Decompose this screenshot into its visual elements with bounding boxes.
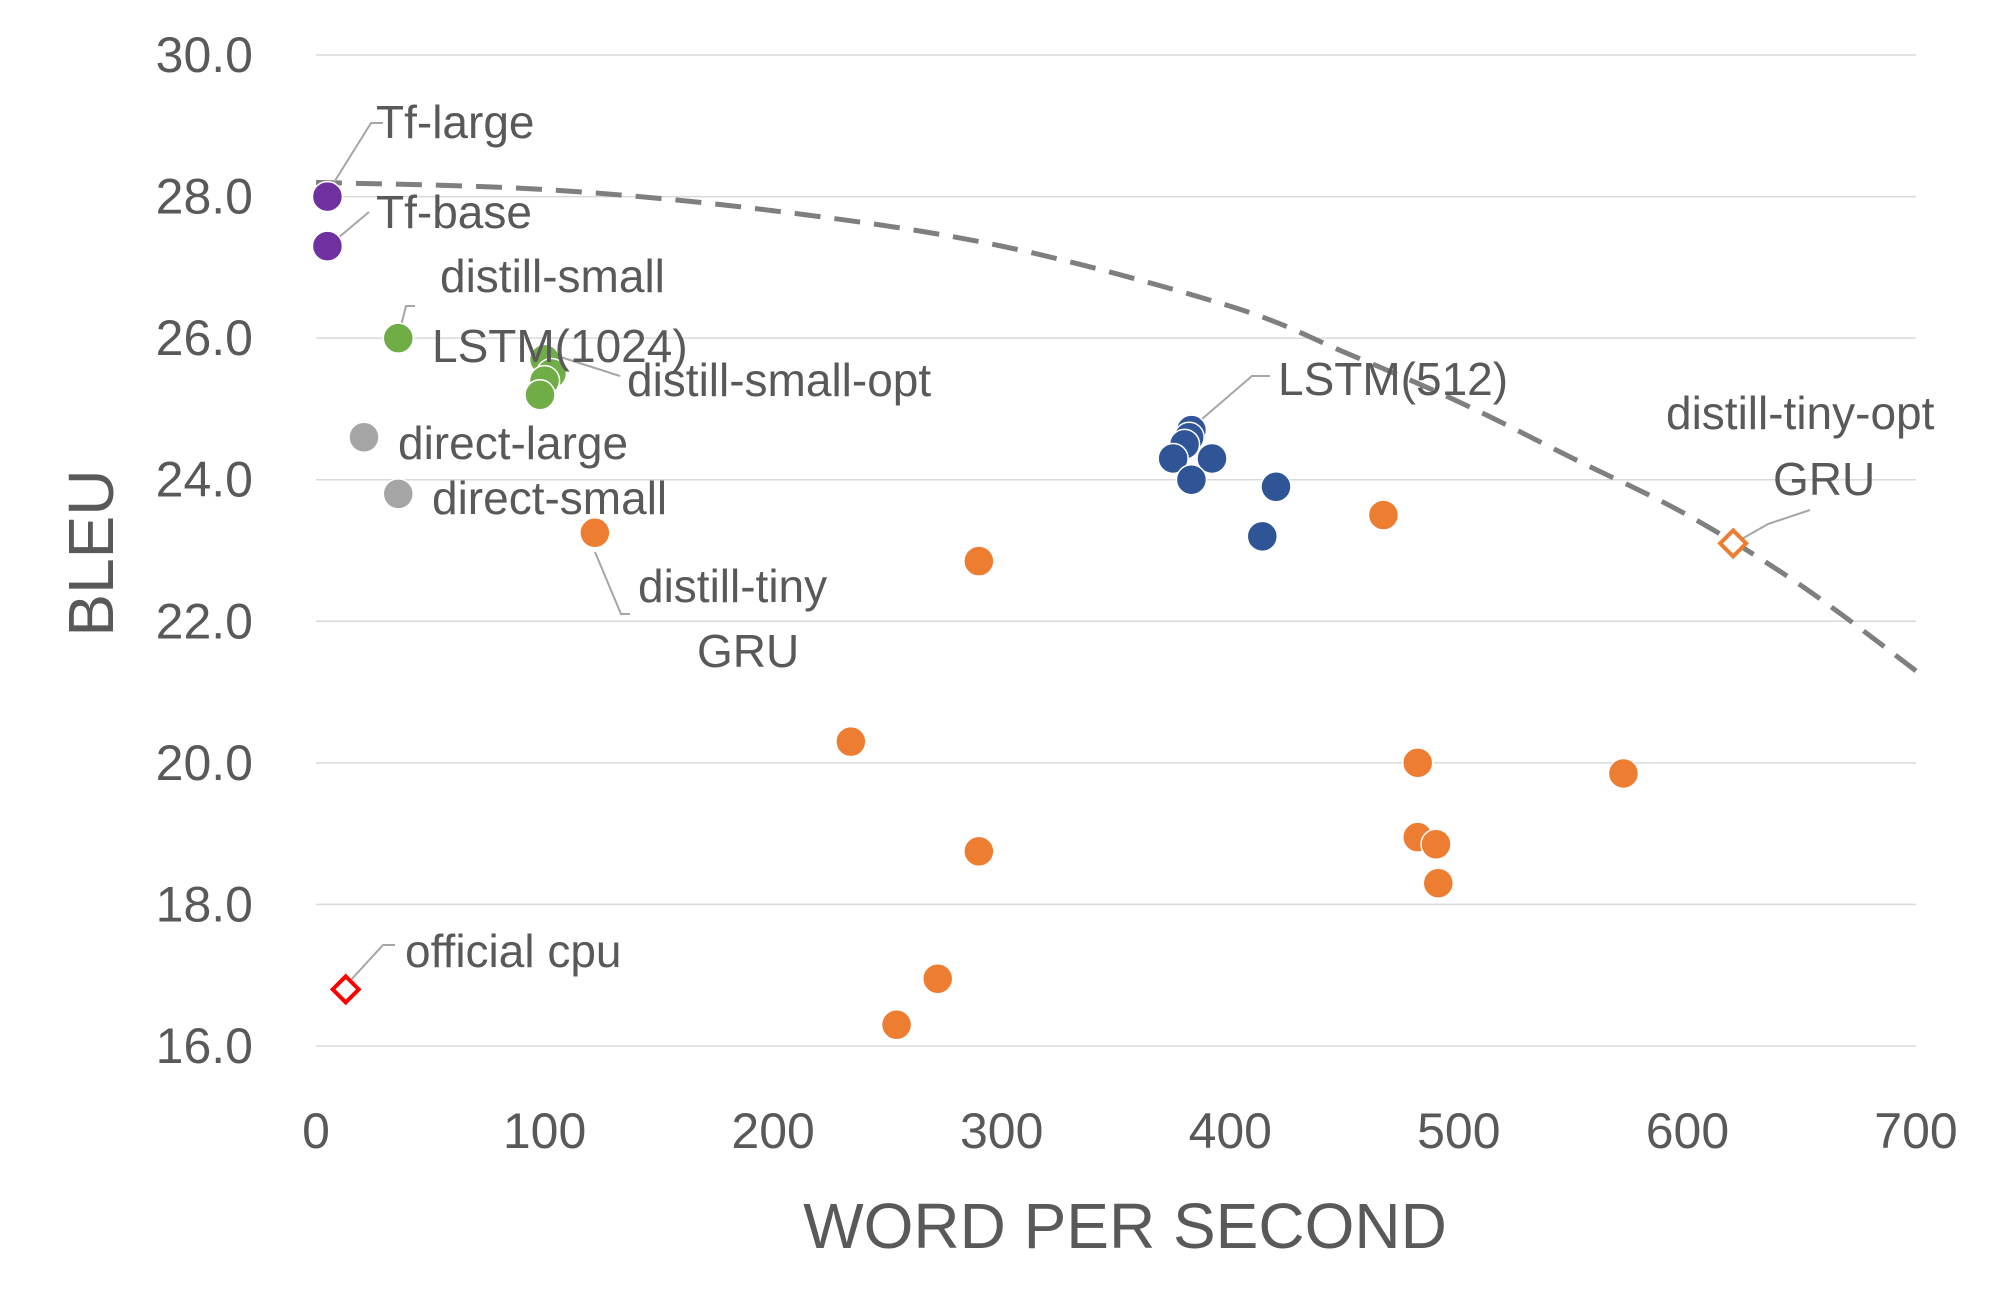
point-official [329, 973, 362, 1006]
leader-gru-opt [1739, 509, 1811, 541]
leader-official-cpu [348, 944, 395, 983]
annotation-gru: GRU [697, 625, 799, 677]
y-tick-label: 20.0 [156, 735, 253, 791]
x-tick-label: 0 [302, 1103, 330, 1159]
leader-lstm-512 [1194, 375, 1270, 426]
y-tick-labels: 16.0 18.0 20.0 22.0 24.0 26.0 28.0 30.0 [156, 27, 253, 1074]
y-axis-title: BLEU [55, 469, 127, 636]
annotation-official-cpu: official cpu [405, 925, 622, 977]
y-tick-label: 16.0 [156, 1018, 253, 1074]
point-transformer [311, 180, 344, 213]
point-gru [835, 725, 867, 758]
point-gru [579, 517, 611, 549]
x-tick-label: 600 [1646, 1103, 1729, 1159]
annotation-distill-tiny-opt: distill-tiny-opt [1666, 387, 1935, 439]
point-gru [1607, 757, 1640, 790]
data-points [311, 180, 1749, 1041]
point-lstm-512 [1260, 471, 1292, 503]
point-direct [382, 478, 415, 510]
frontier-dashed-curve [315, 179, 1918, 673]
leader-tf-base [337, 211, 370, 239]
x-tick-label: 500 [1417, 1103, 1500, 1159]
x-tick-label: 700 [1874, 1103, 1957, 1159]
annotation-labels: Tf-largeTf-basedistill-smallLSTM(1024)di… [376, 96, 1935, 977]
y-tick-label: 28.0 [156, 169, 253, 225]
point-direct [348, 421, 380, 453]
x-tick-label: 100 [503, 1103, 586, 1159]
point-transformer [311, 230, 344, 262]
leader-distill-small [399, 305, 415, 331]
point-gru-opt [1717, 527, 1749, 560]
x-axis-title: WORD PER SECOND [803, 1190, 1447, 1262]
point-lstm-512 [1246, 520, 1279, 553]
point-lstm-512 [1196, 442, 1228, 475]
point-gru [1401, 747, 1434, 779]
leader-tf-large [327, 122, 383, 193]
annotation-tf-large: Tf-large [376, 96, 534, 148]
annotation-lstm-1024: LSTM(1024) [432, 320, 688, 372]
annotation-direct-small: direct-small [432, 472, 667, 524]
point-lstm-1024 [524, 379, 556, 411]
point-gru [1367, 499, 1400, 531]
annotation-lstm-512: LSTM(512) [1278, 353, 1508, 405]
x-tick-label: 200 [731, 1103, 814, 1159]
annotation-distill-tiny: distill-tiny [638, 560, 827, 612]
point-gru [963, 545, 995, 577]
x-tick-label: 400 [1189, 1103, 1272, 1159]
annotation-distill-small: distill-small [440, 250, 665, 302]
annotation-distill-small-opt: distill-small-opt [627, 354, 931, 406]
annotation-tf-base: Tf-base [376, 186, 532, 238]
y-tick-label: 30.0 [156, 27, 253, 83]
point-gru [963, 835, 995, 868]
y-tick-label: 22.0 [156, 593, 253, 649]
point-lstm-512 [1175, 463, 1208, 496]
x-tick-labels: 0 100 200 300 400 500 600 700 [302, 1103, 1958, 1159]
x-tick-label: 300 [960, 1103, 1043, 1159]
point-lstm-1024 [382, 322, 415, 354]
point-gru [880, 1009, 913, 1041]
point-lstm-512 [1157, 442, 1189, 475]
gridlines [316, 54, 1916, 1047]
point-gru [1422, 867, 1455, 899]
leader-distill-tiny [594, 551, 630, 615]
point-gru [921, 963, 954, 995]
annotation-direct-large: direct-large [398, 417, 628, 469]
y-tick-label: 24.0 [156, 452, 253, 508]
annotation-gru-opt: GRU [1773, 453, 1875, 505]
y-tick-label: 26.0 [156, 310, 253, 366]
point-gru [1420, 828, 1452, 861]
y-tick-label: 18.0 [156, 876, 253, 932]
